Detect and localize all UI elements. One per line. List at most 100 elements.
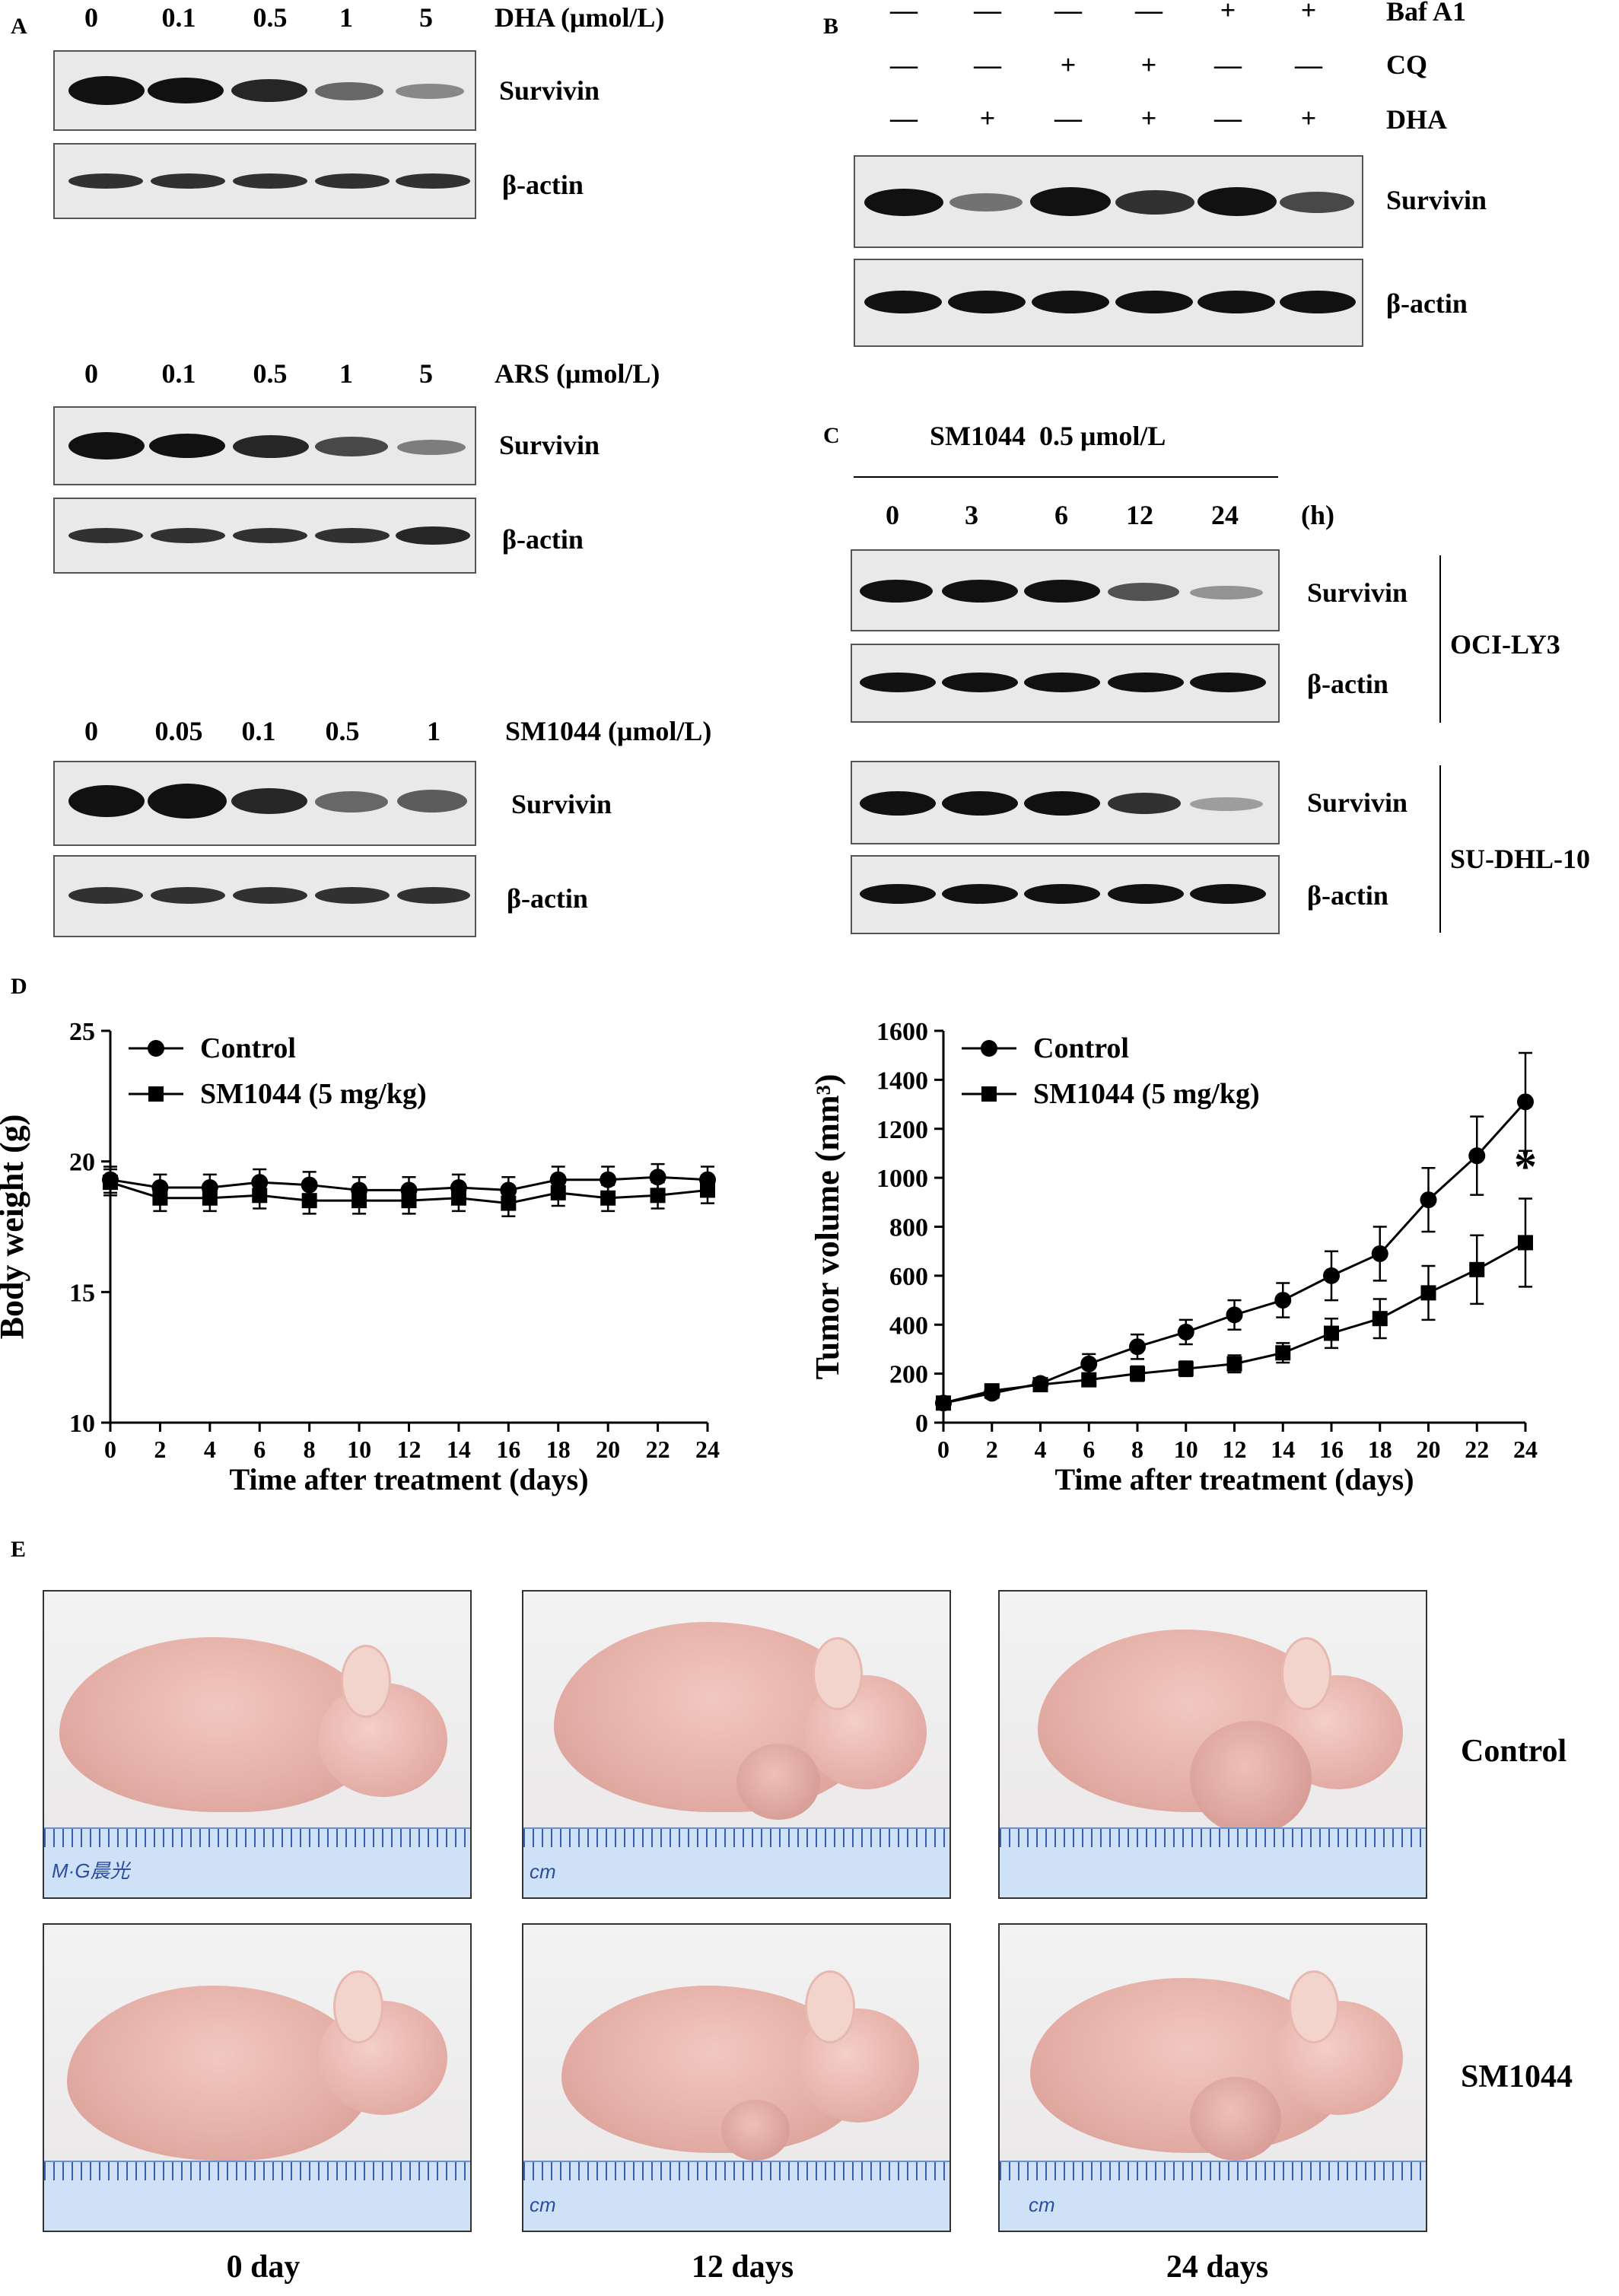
ruler-unit: cm — [530, 2193, 556, 2216]
row-label: CQ — [1386, 49, 1427, 80]
x-tick-label: 6 — [253, 1436, 266, 1463]
x-tick-label: 0 — [104, 1436, 116, 1463]
legend-label: SM1044 (5 mg/kg) — [200, 1078, 427, 1110]
tumor — [1190, 2077, 1281, 2161]
band — [151, 528, 225, 543]
band — [1024, 884, 1100, 904]
ruler — [1000, 1827, 1426, 1897]
western-blot-actin — [53, 143, 476, 219]
sign: — — [1214, 49, 1242, 80]
protein-label: Survivin — [499, 430, 600, 460]
mouse-ear — [333, 1970, 383, 2043]
sign: — — [890, 103, 918, 133]
data-point — [1372, 1311, 1388, 1327]
data-point — [936, 1395, 951, 1411]
band — [148, 784, 227, 819]
band — [151, 173, 225, 189]
data-point — [1129, 1338, 1146, 1356]
y-tick-label: 800 — [889, 1214, 928, 1242]
cell-line-bracket — [1439, 555, 1441, 723]
lane-label: 3 — [965, 500, 978, 530]
sign: + — [1220, 0, 1236, 25]
x-axis-label: Time after treatment (days) — [229, 1462, 588, 1496]
sign: + — [979, 103, 996, 133]
sign: — — [974, 0, 1001, 25]
data-point — [600, 1171, 617, 1188]
sign: + — [1060, 49, 1077, 80]
data-point — [301, 1193, 317, 1209]
band — [860, 673, 936, 692]
treatment-label: ARS (μmol/L) — [495, 358, 660, 389]
x-tick-label: 24 — [695, 1436, 720, 1463]
x-tick-label: 16 — [1319, 1436, 1344, 1463]
data-point — [1177, 1323, 1194, 1340]
ruler-brand: M·G晨光 — [52, 1859, 130, 1882]
western-blot-actin — [851, 644, 1280, 723]
row-label-control: Control — [1461, 1734, 1567, 1769]
mouse-photo-control-day0: M·G晨光 — [43, 1590, 472, 1899]
data-point — [650, 1188, 666, 1204]
row-label: DHA — [1386, 104, 1447, 135]
lane-label: 0 — [84, 716, 98, 746]
lane-label: 0.5 — [325, 716, 360, 746]
lane-label: 5 — [419, 358, 433, 389]
data-point — [700, 1182, 715, 1198]
lane-label: 0.1 — [241, 716, 276, 746]
band — [942, 791, 1018, 816]
legend-label: Control — [200, 1032, 296, 1064]
band — [860, 580, 933, 603]
mouse-photo-sm1044-day0 — [43, 1923, 472, 2232]
data-point — [1275, 1345, 1291, 1361]
data-point — [103, 1175, 118, 1191]
band — [68, 887, 143, 904]
mouse-ear — [1289, 1970, 1339, 2043]
data-point — [301, 1176, 318, 1194]
col-label-day0: 0 day — [226, 2250, 301, 2285]
sign: — — [1135, 0, 1163, 25]
sign: — — [974, 49, 1001, 80]
ruler: cm — [1000, 2161, 1426, 2231]
x-tick-label: 14 — [1271, 1436, 1295, 1463]
band — [1108, 673, 1184, 692]
band — [315, 791, 388, 813]
data-point — [202, 1190, 218, 1206]
sign: — — [1214, 103, 1242, 133]
data-point — [1032, 1377, 1048, 1393]
band — [231, 79, 307, 102]
western-blot-actin — [53, 855, 476, 937]
lane-label: 0 — [84, 2, 98, 33]
western-blot-survivin — [851, 761, 1280, 844]
band — [1190, 673, 1266, 692]
cell-line-label: OCI-LY3 — [1450, 629, 1560, 660]
mouse-photo-sm1044-day12: cm — [522, 1923, 951, 2232]
y-tick-label: 10 — [69, 1410, 95, 1438]
legend-marker — [981, 1086, 997, 1102]
treatment-bracket — [854, 476, 1278, 478]
band — [860, 791, 936, 816]
band — [1108, 884, 1184, 904]
western-blot-survivin — [53, 761, 476, 846]
data-point — [1178, 1361, 1194, 1377]
data-point — [501, 1195, 517, 1211]
row-label-sm1044: SM1044 — [1461, 2059, 1573, 2094]
data-point — [351, 1193, 367, 1209]
y-axis-label: Body weight (g) — [0, 1115, 30, 1340]
data-point — [1323, 1267, 1340, 1284]
ruler: cm — [523, 2161, 949, 2231]
data-point — [152, 1190, 168, 1206]
band — [68, 432, 145, 460]
band — [1280, 291, 1356, 313]
x-axis-label: Time after treatment (days) — [1054, 1462, 1414, 1496]
x-tick-label: 22 — [646, 1436, 670, 1463]
protein-label: Survivin — [1386, 185, 1487, 215]
ruler: cm — [523, 1827, 949, 1897]
tumor — [1190, 1721, 1312, 1835]
band — [68, 528, 143, 543]
x-tick-label: 0 — [937, 1436, 949, 1463]
lane-label: 0 — [84, 358, 98, 389]
band — [233, 173, 307, 189]
lane-label: 24 — [1211, 500, 1239, 530]
band — [397, 790, 467, 813]
protein-label: β-actin — [502, 170, 584, 200]
